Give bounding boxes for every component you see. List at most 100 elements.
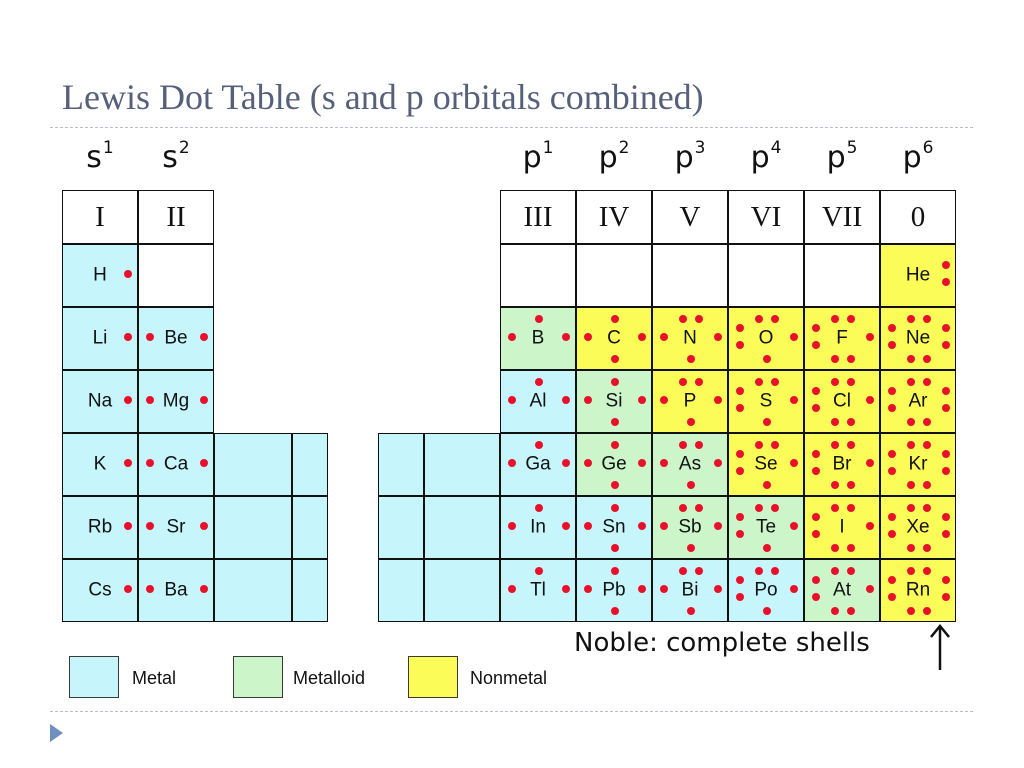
element-symbol: Ba (164, 579, 188, 601)
electron-dot (611, 440, 619, 449)
electron-dot (508, 332, 516, 341)
electron-dot (866, 521, 874, 530)
electron-dot (907, 440, 915, 449)
electron-dot (611, 314, 619, 323)
electron-dot (763, 606, 771, 615)
electron-dot (562, 395, 570, 404)
electron-dot (888, 529, 896, 538)
electron-dot (812, 340, 820, 349)
element-cell-as: As (652, 433, 728, 496)
electron-dot (695, 314, 703, 323)
element-cell-rn: Rn (880, 559, 956, 622)
element-symbol: Xe (906, 516, 930, 538)
electron-dot (535, 503, 543, 512)
transition-stub-cell (424, 433, 500, 496)
electron-dot (562, 332, 570, 341)
electron-dot (847, 417, 855, 426)
orbital-superscript: 2 (178, 138, 190, 158)
electron-dot (831, 314, 839, 323)
orbital-superscript: 1 (102, 138, 114, 158)
orbital-letter: s (162, 140, 178, 175)
electron-dot (923, 566, 931, 575)
electron-dot (942, 449, 950, 458)
element-cell-mg: Mg (138, 370, 214, 433)
orbital-letter: p (826, 140, 846, 175)
electron-dot (611, 377, 619, 386)
electron-dot (714, 521, 722, 530)
electron-dot (888, 512, 896, 521)
element-cell-s: S (728, 370, 804, 433)
element-symbol: C (607, 327, 621, 349)
electron-dot (812, 529, 820, 538)
electron-dot (679, 503, 687, 512)
up-arrow-icon (930, 624, 950, 670)
electron-dot (584, 458, 592, 467)
electron-dot (124, 395, 132, 404)
electron-dot (790, 521, 798, 530)
electron-dot (508, 584, 516, 593)
electron-dot (942, 277, 950, 286)
transition-stub-cell (378, 496, 424, 559)
electron-dot (942, 592, 950, 601)
electron-dot (146, 458, 154, 467)
legend-swatch-metalloid (233, 656, 283, 698)
element-symbol: He (905, 264, 931, 286)
element-cell-li: Li (62, 307, 138, 370)
transition-stub-cell (214, 559, 292, 622)
electron-dot (562, 584, 570, 593)
legend-label: Metalloid (293, 668, 366, 688)
element-symbol: Sn (602, 516, 626, 538)
electron-dot (812, 466, 820, 475)
orbital-label: s1 (70, 138, 130, 175)
element-symbol: I (839, 516, 845, 538)
electron-dot (755, 503, 763, 512)
element-symbol: Sr (166, 516, 186, 538)
electron-dot (584, 395, 592, 404)
electron-dot (888, 449, 896, 458)
transition-stub-cell (424, 496, 500, 559)
electron-dot (763, 354, 771, 363)
element-cell-h: H (62, 244, 138, 307)
noble-note: Noble: complete shells (574, 628, 870, 658)
element-cell-sb: Sb (652, 496, 728, 559)
electron-dot (200, 521, 208, 530)
electron-dot (831, 480, 839, 489)
element-symbol: N (683, 327, 697, 349)
element-cell-al: Al (500, 370, 576, 433)
electron-dot (687, 543, 695, 552)
electron-dot (866, 395, 874, 404)
orbital-label: s2 (146, 138, 206, 175)
element-cell-si: Si (576, 370, 652, 433)
electron-dot (535, 566, 543, 575)
electron-dot (942, 529, 950, 538)
page-title: Lewis Dot Table (s and p orbitals combin… (62, 77, 704, 117)
orbital-letter: p (522, 140, 542, 175)
electron-dot (736, 592, 744, 601)
electron-dot (124, 332, 132, 341)
electron-dot (812, 323, 820, 332)
electron-dot (714, 584, 722, 593)
orbital-label: p6 (888, 138, 948, 175)
electron-dot (755, 314, 763, 323)
electron-dot (942, 260, 950, 269)
electron-dot (790, 458, 798, 467)
element-symbol: H (93, 264, 107, 286)
electron-dot (923, 314, 931, 323)
electron-dot (660, 584, 668, 593)
empty-cell (728, 244, 804, 307)
electron-dot (831, 377, 839, 386)
element-symbol: Br (832, 453, 852, 475)
element-symbol: F (836, 327, 848, 349)
group-header: 0 (880, 190, 956, 244)
electron-dot (736, 449, 744, 458)
element-symbol: Mg (162, 390, 190, 412)
electron-dot (771, 503, 779, 512)
electron-dot (812, 449, 820, 458)
electron-dot (923, 543, 931, 552)
element-cell-se: Se (728, 433, 804, 496)
electron-dot (638, 332, 646, 341)
group-header: IV (576, 190, 652, 244)
element-cell-be: Be (138, 307, 214, 370)
orbital-letter: s (86, 140, 102, 175)
electron-dot (907, 566, 915, 575)
